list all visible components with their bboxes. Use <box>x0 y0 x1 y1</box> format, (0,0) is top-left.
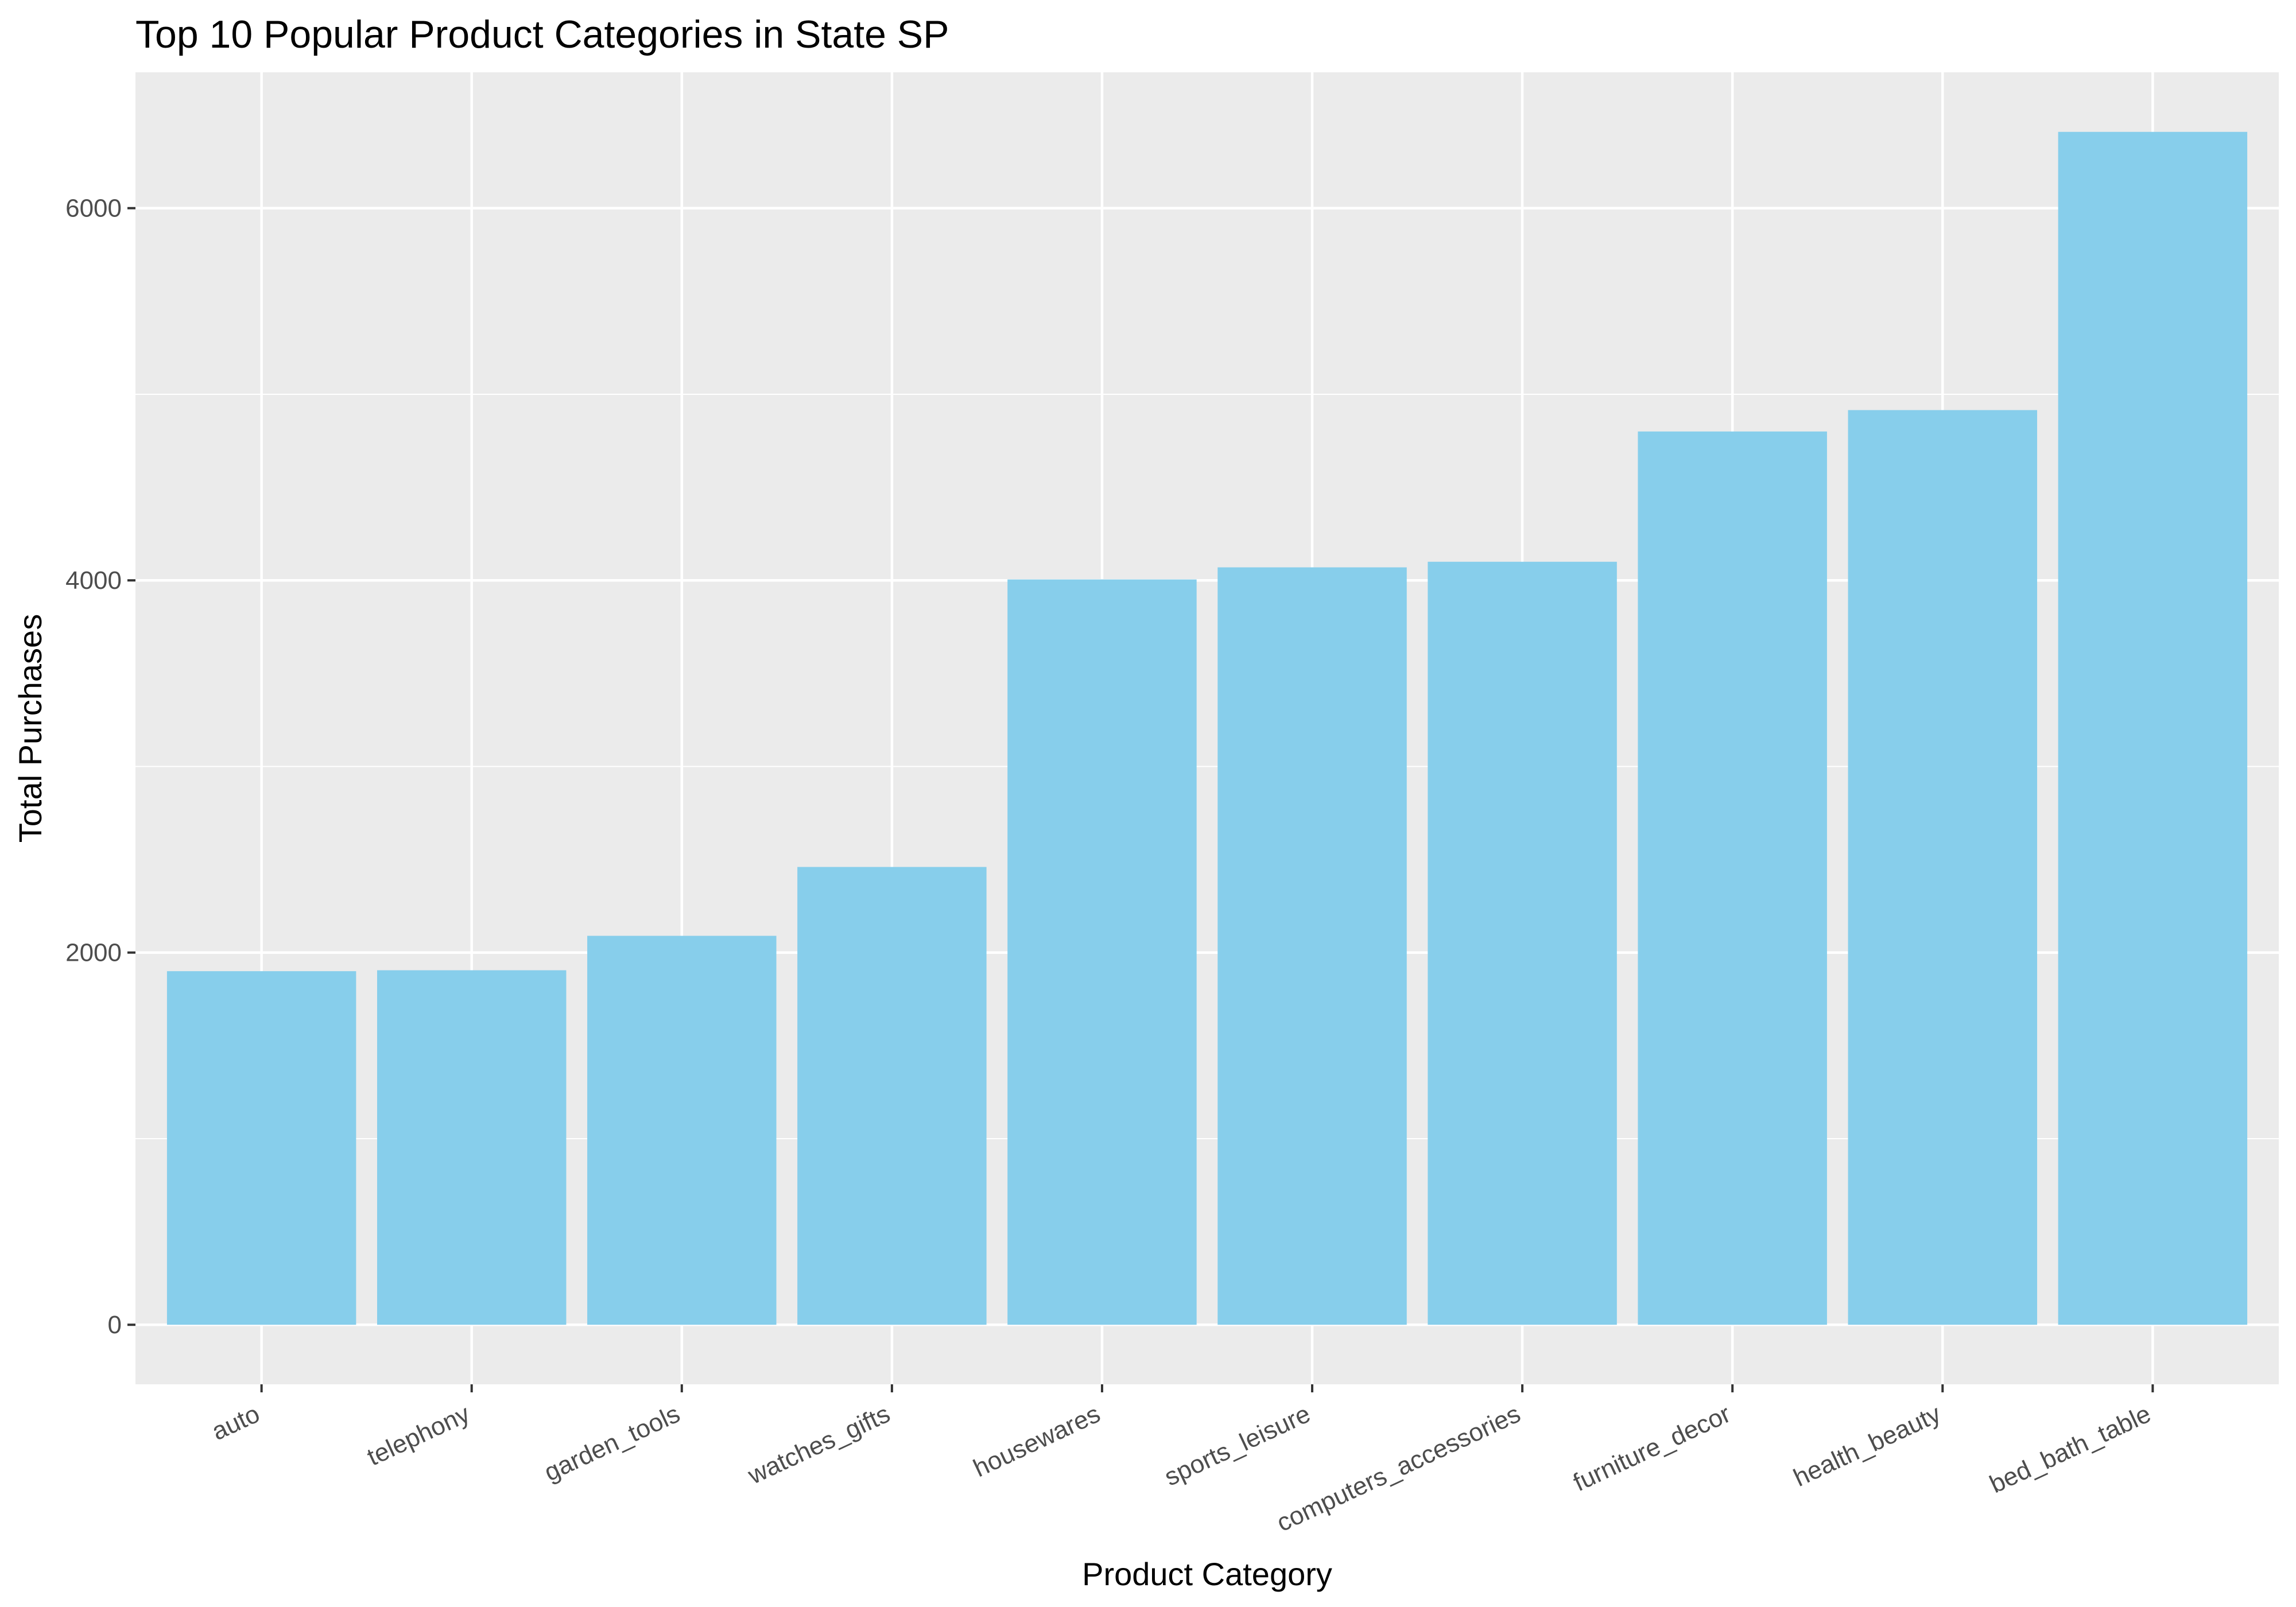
y-tick-label: 0 <box>108 1311 122 1339</box>
bar-sports-leisure <box>1217 567 1407 1325</box>
x-axis: auto telephony garden_tools watches_gifts ho… <box>208 1384 2155 1537</box>
y-tick-label: 2000 <box>65 939 122 967</box>
x-tick-label: furniture_decor <box>1569 1400 1735 1497</box>
x-axis-title: Product Category <box>1082 1556 1332 1592</box>
x-tick-label: sports_leisure <box>1160 1400 1314 1492</box>
x-tick-label: bed_bath_table <box>1985 1400 2155 1499</box>
bar-health-beauty <box>1848 410 2038 1325</box>
bar-housewares <box>1007 579 1197 1325</box>
bar-bed-bath-table <box>2058 131 2248 1325</box>
y-tick-label: 4000 <box>65 566 122 595</box>
bar-computers-accessories <box>1428 561 1617 1325</box>
x-tick-label: auto <box>208 1400 264 1446</box>
bar-telephony <box>377 970 567 1325</box>
bar-garden-tools <box>587 936 777 1325</box>
y-axis: 0 2000 4000 6000 <box>65 195 135 1339</box>
bar-furniture-decor <box>1638 431 1827 1325</box>
bars <box>166 131 2248 1325</box>
bar-auto <box>166 971 356 1325</box>
y-axis-title: Total Purchases <box>12 614 48 843</box>
chart-title: Top 10 Popular Product Categories in Sta… <box>135 13 949 56</box>
x-tick-label: health_beauty <box>1789 1400 1945 1492</box>
bar-watches-gifts <box>797 867 987 1325</box>
y-tick-label: 6000 <box>65 195 122 223</box>
x-tick-label: housewares <box>969 1400 1104 1483</box>
x-tick-label: watches_gifts <box>743 1400 894 1490</box>
x-tick-label: garden_tools <box>540 1400 684 1487</box>
x-tick-label: telephony <box>363 1400 474 1472</box>
